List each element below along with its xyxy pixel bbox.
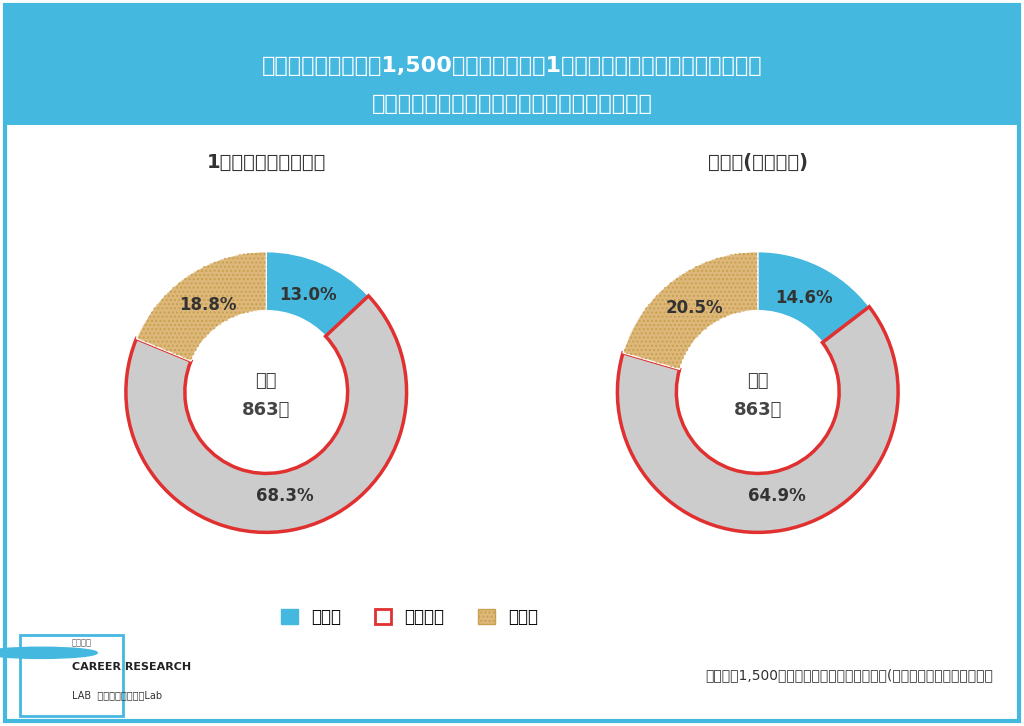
Legend: 増やす, 変えない, 減らす: 増やす, 変えない, 減らす <box>274 601 545 633</box>
Text: 68.3%: 68.3% <box>256 486 314 505</box>
Text: 14.6%: 14.6% <box>775 289 834 306</box>
Wedge shape <box>126 296 407 532</box>
Text: 863社: 863社 <box>242 401 291 420</box>
Title: 1人当たりの労働時間: 1人当たりの労働時間 <box>207 152 326 171</box>
Wedge shape <box>617 306 898 532</box>
Wedge shape <box>623 252 758 370</box>
Wedge shape <box>136 252 266 361</box>
Wedge shape <box>758 252 869 343</box>
Text: 64.9%: 64.9% <box>749 486 806 505</box>
Text: 863社: 863社 <box>733 401 782 420</box>
Text: 企業: 企業 <box>256 372 276 390</box>
Text: 13.0%: 13.0% <box>280 287 337 304</box>
FancyBboxPatch shape <box>20 635 123 716</box>
Text: CAREER RESEARCH: CAREER RESEARCH <box>72 662 190 672</box>
Bar <box>5 5 1019 125</box>
Text: 最低賃金が全国平均1,500円になり、人材1人あたりのコストが増える場合、: 最低賃金が全国平均1,500円になり、人材1人あたりのコストが増える場合、 <box>262 56 762 76</box>
Circle shape <box>0 648 97 658</box>
Text: 最低賃金1,500円引き上げに関する意識調査(アルバイト就業者・企業）: 最低賃金1,500円引き上げに関する意識調査(アルバイト就業者・企業） <box>706 668 993 682</box>
Text: 18.8%: 18.8% <box>179 295 237 314</box>
Text: マイナビ: マイナビ <box>72 638 92 647</box>
Text: 雇用する人員に対してどのような対応をとるか: 雇用する人員に対してどのような対応をとるか <box>372 94 652 114</box>
Text: LAB  キャリアリサーチLab: LAB キャリアリサーチLab <box>72 690 162 701</box>
Text: 20.5%: 20.5% <box>666 299 723 317</box>
Wedge shape <box>266 252 369 336</box>
Text: 企業: 企業 <box>748 372 768 390</box>
Title: 人員数(人員体制): 人員数(人員体制) <box>708 152 808 171</box>
